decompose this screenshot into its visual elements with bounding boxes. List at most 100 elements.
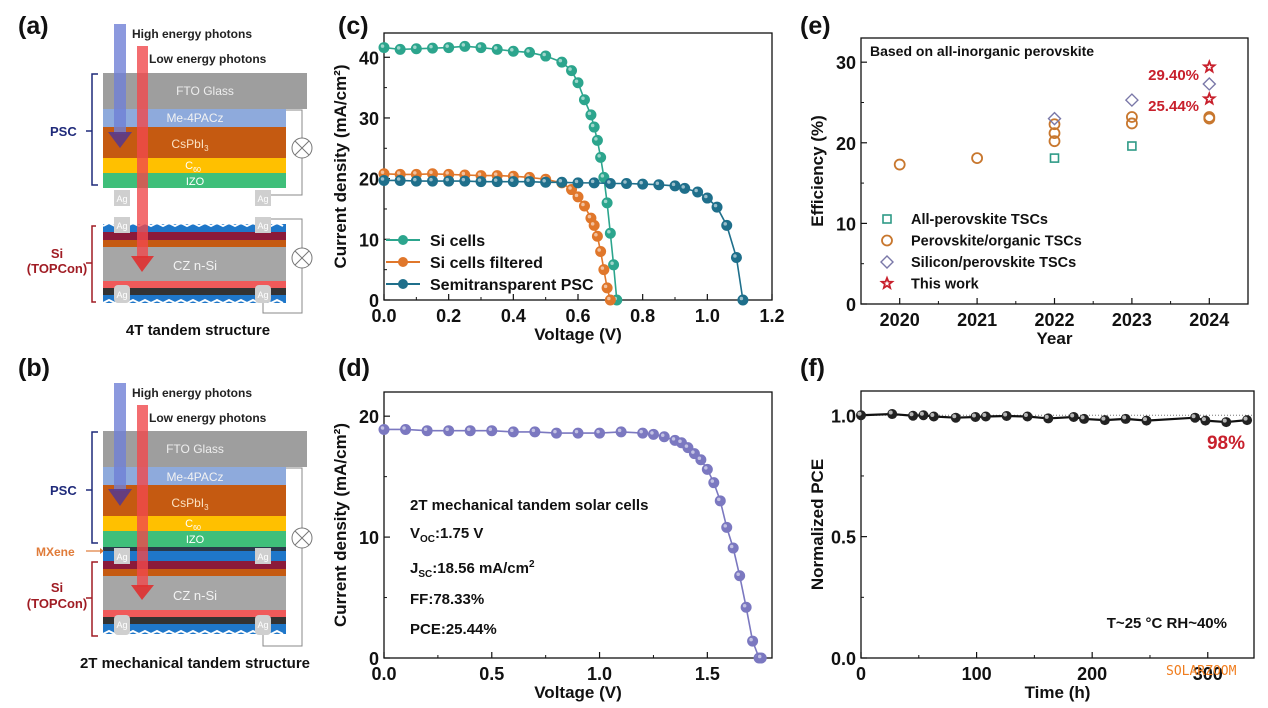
- semitransparent-psc-point: [730, 252, 742, 264]
- high-energy-photons-label: High energy photons: [132, 27, 252, 41]
- x-tick-label: 1.0: [695, 306, 720, 326]
- izo-layer: [103, 173, 286, 188]
- tandem-jv-point: [721, 521, 733, 533]
- stability-point: [908, 410, 919, 421]
- ag-contact: [114, 217, 130, 233]
- mxene-label: MXene: [36, 545, 75, 559]
- semitransparent-psc-point: [588, 177, 600, 189]
- stability-point-highlight: [1080, 415, 1085, 420]
- semitransparent-psc-point-highlight: [704, 194, 708, 199]
- ag-contact: [114, 548, 130, 564]
- watermark: SOLARZOOM: [1166, 664, 1237, 679]
- si-cells-filtered-point-highlight: [603, 284, 608, 289]
- semitransparent-psc-point: [604, 177, 616, 189]
- semitransparent-psc-point-highlight: [713, 203, 718, 208]
- high-energy-photon-arrow: [108, 383, 132, 506]
- tandem-jv-point: [658, 431, 670, 443]
- stability-point-highlight: [1101, 416, 1106, 421]
- stability-point: [918, 410, 929, 421]
- si-cells-point-highlight: [380, 44, 385, 48]
- si-cells-point: [491, 43, 503, 55]
- psc-label: PSC: [50, 483, 77, 498]
- semitransparent-psc-point: [711, 201, 723, 213]
- tandem-jv-point: [486, 425, 498, 437]
- stability-point-highlight: [909, 412, 914, 417]
- stability-point-highlight: [1122, 415, 1127, 420]
- annotation-25-44: 25.44%: [1148, 98, 1199, 115]
- izo-label: IZO: [186, 176, 205, 188]
- semitransparent-psc-point-highlight: [723, 222, 727, 226]
- semitransparent-psc-point: [443, 175, 455, 187]
- ag-label: Ag: [116, 620, 127, 630]
- si-cells-point-highlight: [493, 46, 498, 50]
- c60-layer: [103, 158, 286, 173]
- data-point-circle: [1048, 118, 1061, 131]
- x-axis-label: Voltage (V): [534, 325, 622, 344]
- legend-marker: [880, 255, 894, 269]
- si-cells-point: [588, 121, 600, 133]
- si-cells-filtered-point: [601, 282, 613, 294]
- data-point-circle: [1126, 117, 1138, 130]
- semitransparent-psc-point-highlight: [526, 178, 530, 182]
- si-bracket: [91, 561, 98, 637]
- tandem-jv-point-highlight: [660, 433, 665, 437]
- semitransparent-psc-point-highlight: [623, 180, 627, 184]
- semitransparent-psc-point: [427, 175, 438, 187]
- tandem-jv-point: [572, 427, 584, 439]
- annotation-voc: VOC:1.75 V: [410, 525, 483, 545]
- semitransparent-psc-point: [653, 179, 665, 191]
- si-cells-filtered-point: [588, 219, 600, 231]
- semitransparent-psc-point: [692, 186, 704, 198]
- tandem-jv-point-highlight: [531, 428, 536, 433]
- tandem-jv-point: [594, 427, 606, 439]
- semitransparent-psc-point: [701, 192, 713, 204]
- si-cells-filtered-point-highlight: [568, 186, 572, 190]
- semitransparent-psc-point: [679, 182, 691, 194]
- tandem-jv-point: [701, 463, 713, 475]
- data-point-circle: [1048, 127, 1061, 140]
- semitransparent-psc-point-highlight: [607, 180, 611, 184]
- tandem-jv-point-highlight: [466, 427, 471, 431]
- si-cells-point-highlight: [396, 46, 401, 50]
- si-cells-filtered-point-highlight: [600, 266, 605, 270]
- stability-point: [1043, 413, 1054, 424]
- tandem-jv-point: [695, 454, 707, 466]
- semitransparent-psc-point-highlight: [413, 177, 417, 182]
- chart-e-efficiency-scatter: 2020 2021 2022 2023 2024 0 10 20 30 Year Efficienc…: [808, 37, 1249, 348]
- stability-point-highlight: [888, 410, 893, 415]
- data-point-circle: [1203, 111, 1216, 123]
- si-cells-point-highlight: [587, 111, 592, 116]
- tandem-jv-point: [637, 427, 649, 439]
- stability-point-highlight: [1222, 418, 1227, 423]
- x-tick-label: 1.0: [587, 664, 612, 684]
- ag-contact: [255, 615, 271, 635]
- si-cells-point-highlight: [413, 45, 417, 50]
- cspbi3-label: CsPbI3: [171, 137, 209, 153]
- chart-title: Based on all-inorganic perovskite: [870, 43, 1094, 59]
- cz-si-label: CZ n-Si: [173, 258, 217, 273]
- topcon-label: (TOPCon): [27, 596, 87, 611]
- tandem-jv-point-highlight: [617, 428, 622, 433]
- tandem-jv-point-highlight: [710, 479, 715, 483]
- semitransparent-psc-point: [637, 178, 649, 190]
- fto-label: FTO Glass: [176, 84, 234, 98]
- stability-point-highlight: [1201, 417, 1206, 422]
- cspbi3-layer: [103, 127, 286, 158]
- x-tick-label: 100: [962, 664, 992, 684]
- ag-label: Ag: [116, 194, 127, 204]
- me4pacz-layer: [103, 109, 286, 127]
- semitransparent-psc-point-highlight: [739, 296, 744, 301]
- si-cells-point-highlight: [568, 67, 572, 71]
- tandem-jv-point-highlight: [729, 544, 734, 549]
- y-tick-label: 1.0: [831, 406, 856, 426]
- high-energy-photons-label: High energy photons: [132, 386, 252, 400]
- tandem-jv-point: [747, 635, 759, 647]
- semitransparent-psc-point: [475, 176, 487, 188]
- si-cells-point: [566, 65, 578, 77]
- x-axis-label: Time (h): [1025, 683, 1091, 702]
- izo-layer: [103, 531, 286, 547]
- ag-label: Ag: [116, 290, 127, 300]
- si-cells-point-highlight: [445, 44, 449, 48]
- legend-marker: [882, 214, 892, 224]
- panel-label-a: (a): [18, 12, 49, 40]
